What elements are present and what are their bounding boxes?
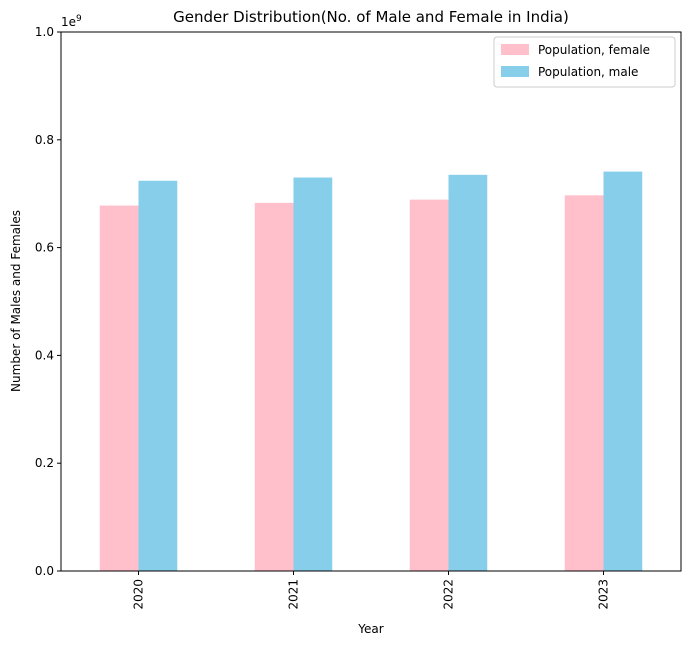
bar-male-2023 (603, 171, 643, 571)
y-tick-label: 0.2 (35, 456, 54, 470)
y-tick-label: 1.0 (35, 25, 54, 39)
x-tick-label: 2021 (287, 579, 301, 610)
legend[interactable]: Population, female Population, male (493, 36, 676, 88)
legend-box (493, 36, 676, 88)
y-axis-label: Number of Males and Females (9, 210, 23, 392)
y-axis-multiplier-base: 1e (61, 15, 76, 29)
plot-frame (60, 31, 682, 572)
legend-swatch-male (501, 66, 529, 77)
legend-label-male: Population, male (538, 65, 638, 79)
legend-swatch-female (501, 44, 529, 55)
bars-group (99, 171, 643, 572)
x-tick-label: 2022 (442, 579, 456, 610)
bar-female-2020 (99, 205, 139, 571)
x-tick-label: 2020 (132, 579, 146, 610)
bar-female-2021 (254, 202, 294, 572)
bar-male-2020 (138, 180, 178, 571)
bar-male-2022 (448, 174, 488, 571)
x-axis: 2020 2021 2022 2023 (132, 571, 611, 610)
x-tick-label: 2023 (597, 579, 611, 610)
y-axis-multiplier-exponent: 9 (76, 14, 82, 24)
y-axis-multiplier: 1e9 (61, 14, 82, 29)
chart-title: Gender Distribution(No. of Male and Fema… (173, 8, 569, 26)
y-tick-label: 0.6 (35, 241, 54, 255)
x-axis-label: Year (357, 622, 383, 636)
y-axis: 0.0 0.2 0.4 0.6 0.8 1.0 (35, 25, 61, 578)
legend-label-female: Population, female (538, 43, 650, 57)
bar-female-2022 (409, 199, 449, 571)
y-tick-label: 0.8 (35, 133, 54, 147)
y-tick-label: 0.0 (35, 564, 54, 578)
bar-female-2023 (564, 195, 604, 571)
bar-male-2021 (293, 177, 333, 571)
y-tick-label: 0.4 (35, 348, 54, 362)
